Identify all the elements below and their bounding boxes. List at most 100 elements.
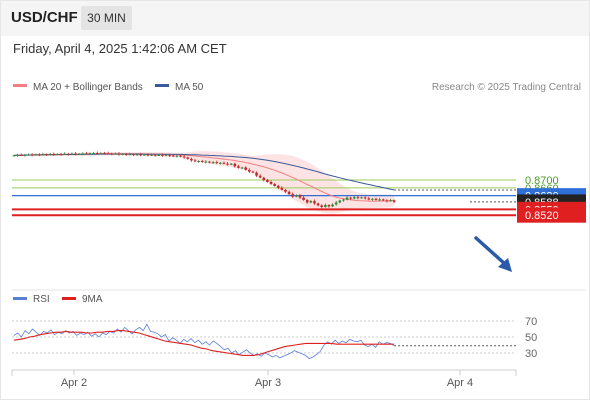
candle-body [248, 169, 251, 172]
candle-body [139, 154, 142, 156]
candle-body [153, 154, 157, 156]
candle-body [389, 200, 392, 202]
candle-body [320, 205, 323, 207]
timeframe-button[interactable]: 30 MIN [81, 6, 132, 30]
main-legend: MA 20 + Bollinger Bands MA 50 Research ©… [13, 82, 581, 93]
candle-body [135, 154, 139, 156]
moving-averages [13, 153, 516, 202]
rsi-ma-line [13, 330, 395, 356]
candle-body [186, 157, 190, 159]
candle-body [280, 187, 284, 190]
candle-body [392, 200, 396, 202]
candle-body [106, 153, 110, 155]
candle-body [63, 153, 66, 155]
candle-body [258, 175, 262, 178]
candle-body [226, 163, 229, 165]
candle-body [168, 155, 171, 157]
candle-body [74, 153, 77, 155]
chart-header: USD/CHF 30 MIN [0, 0, 590, 36]
candle-body [124, 153, 128, 155]
candle-body [23, 154, 27, 156]
candle-body [309, 201, 313, 203]
candle-body [92, 153, 95, 155]
candle-body [349, 197, 352, 199]
candle-body [240, 167, 244, 169]
candle-body [52, 153, 56, 155]
time-tick-label-2: Apr 4 [447, 377, 473, 389]
rsi-panel: RSI 9MA 70 50 30 [12, 289, 586, 360]
candle-body [27, 154, 30, 156]
candle-body [360, 197, 363, 199]
candle-body [70, 153, 74, 155]
level-lines [12, 179, 516, 217]
candle-body [132, 154, 135, 156]
candle-body [273, 183, 276, 186]
candle-body [334, 202, 338, 205]
candle-body [48, 153, 52, 155]
rsi-legend-swatch [13, 297, 27, 300]
candle-body [200, 161, 204, 163]
ma20-legend-swatch [13, 84, 27, 87]
candle-body [161, 154, 164, 156]
candle-body [331, 204, 334, 207]
candle-body [150, 154, 153, 156]
candle-body [81, 153, 85, 155]
candle-body [16, 154, 19, 156]
candle-body [34, 154, 38, 156]
candle-body [45, 154, 48, 156]
candle-body [208, 161, 211, 163]
research-credit: Research © 2025 Trading Central [432, 82, 581, 93]
candle-body [244, 167, 247, 170]
candle-body [229, 163, 233, 165]
support-label-box-08520 [517, 207, 586, 223]
candle-body [117, 153, 121, 155]
candle-body [114, 153, 117, 155]
candle-body [197, 161, 200, 163]
candle-body [374, 198, 378, 200]
forecast-arrow-shaft [474, 236, 507, 266]
candle-body [30, 154, 34, 156]
candle-body [179, 155, 182, 157]
candle-body [85, 153, 88, 155]
candle-body [305, 199, 309, 203]
candle-body [215, 162, 219, 164]
candle-body [38, 154, 41, 156]
candle-body [284, 189, 287, 192]
forecast-arrow [474, 236, 512, 272]
candle-body [385, 200, 389, 202]
candle-body [371, 198, 374, 200]
candle-body [143, 154, 146, 156]
candle-body [276, 185, 280, 188]
candlesticks [12, 151, 396, 209]
candle-body [67, 153, 70, 155]
candle-body [204, 161, 208, 163]
candle-body [338, 200, 342, 203]
candle-body [367, 198, 371, 200]
ma50-line [13, 153, 395, 191]
candle-body [146, 154, 150, 156]
ma50-legend-swatch [155, 84, 169, 87]
candle-body [295, 195, 298, 197]
ma20-legend-label: MA 20 + Bollinger Bands [33, 82, 143, 93]
time-tick-label-1: Apr 3 [255, 377, 281, 389]
ma50-legend-label: MA 50 [175, 82, 204, 93]
candle-body [233, 163, 237, 167]
rsi-level-lines: 70 50 30 [12, 316, 537, 360]
rsi-ma-legend-label: 9MA [82, 294, 103, 305]
candle-body [302, 197, 305, 200]
candle-body [19, 154, 23, 156]
rsi-level-label-50: 50 [525, 332, 537, 344]
candle-body [251, 171, 255, 173]
time-axis: Apr 2 Apr 3 Apr 4 [11, 369, 517, 389]
candle-body [381, 199, 385, 201]
rsi-lines [13, 323, 516, 360]
candle-body [298, 195, 302, 198]
candle-body [77, 153, 81, 155]
candle-body [345, 197, 349, 200]
candle-body [262, 177, 266, 180]
candle-body [103, 153, 106, 155]
candle-body [222, 162, 226, 164]
candle-body [99, 153, 103, 155]
